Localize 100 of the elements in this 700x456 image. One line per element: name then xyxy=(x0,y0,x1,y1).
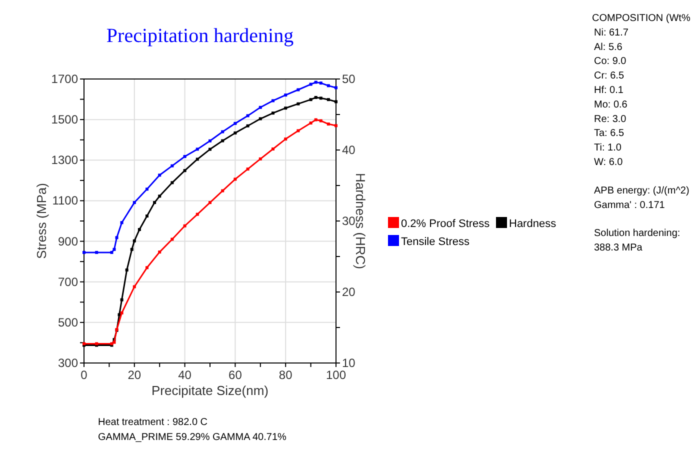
point xyxy=(208,139,212,142)
point xyxy=(196,158,199,161)
y-tick-label: 1300 xyxy=(51,153,78,168)
x-tick-label: 40 xyxy=(178,368,192,382)
text: Co: 9.0 xyxy=(594,56,627,68)
point xyxy=(314,118,318,122)
point xyxy=(183,224,186,228)
x-tick-label: 80 xyxy=(278,368,293,382)
point xyxy=(258,106,262,109)
legend-label: Hardness xyxy=(509,218,557,230)
text: COMPOSITION (Wt% xyxy=(592,13,690,24)
line-series xyxy=(82,80,338,254)
point xyxy=(183,154,186,158)
point xyxy=(326,84,330,88)
legend-label: Tensile Stress xyxy=(401,236,470,248)
point xyxy=(138,228,141,232)
legend-label: 0.2% Proof Stress xyxy=(401,218,490,230)
point xyxy=(132,239,136,242)
y2-tick-label: 10 xyxy=(342,356,356,370)
point xyxy=(319,119,322,122)
point xyxy=(319,96,322,100)
text: Gamma' : 0.171 xyxy=(594,200,666,211)
y2-tick-label: 50 xyxy=(342,72,356,86)
point xyxy=(110,250,114,254)
point xyxy=(272,147,274,150)
point xyxy=(284,94,288,97)
point xyxy=(170,181,174,184)
text: Heat treatment : 982.0 C xyxy=(98,417,208,428)
point xyxy=(221,130,224,134)
text: W: 6.0 xyxy=(594,157,624,168)
text: 388.3 MPa xyxy=(594,242,643,254)
point xyxy=(120,311,124,314)
point xyxy=(334,124,338,128)
point xyxy=(183,169,186,172)
point xyxy=(146,214,148,218)
y-tick-label: 300 xyxy=(58,356,78,370)
point xyxy=(170,164,174,168)
point xyxy=(319,82,322,85)
point xyxy=(246,168,250,171)
text: GAMMA_PRIME 59.29% GAMMA 40.71% xyxy=(98,432,287,443)
point xyxy=(170,238,174,241)
point xyxy=(309,98,312,102)
point xyxy=(326,122,330,126)
point xyxy=(326,98,330,102)
text: Ta: 6.5 xyxy=(594,128,624,140)
point xyxy=(196,212,199,216)
point xyxy=(115,236,118,240)
point xyxy=(284,106,288,110)
point xyxy=(95,250,98,254)
x-tick-label: 100 xyxy=(326,368,346,382)
point xyxy=(234,131,237,134)
point xyxy=(132,201,136,204)
point xyxy=(130,248,134,251)
text: Cr: 6.5 xyxy=(594,70,624,82)
point xyxy=(296,129,300,132)
point xyxy=(125,268,128,272)
x-tick-label: 0 xyxy=(80,368,88,382)
point xyxy=(258,157,262,160)
point xyxy=(196,148,199,151)
text: Solution hardening: xyxy=(594,228,680,240)
point xyxy=(246,114,250,118)
point xyxy=(158,194,162,198)
text: APB energy: (J/(m^2) xyxy=(594,185,690,196)
point xyxy=(120,221,124,224)
point xyxy=(208,148,212,151)
text: Al: 5.6 xyxy=(594,42,623,53)
y2-tick-label: 30 xyxy=(342,214,356,228)
text: Ni: 61.7 xyxy=(594,27,629,38)
point xyxy=(314,80,318,84)
y-tick-label: 1500 xyxy=(51,112,78,127)
point xyxy=(208,201,212,204)
point xyxy=(334,100,338,104)
point xyxy=(146,266,148,270)
point xyxy=(314,96,318,99)
point xyxy=(272,99,274,102)
text: Hf: 0.1 xyxy=(594,85,624,96)
point xyxy=(272,112,274,115)
point xyxy=(234,178,237,181)
y-tick-label: 500 xyxy=(58,315,78,330)
point xyxy=(153,201,156,204)
point xyxy=(246,124,250,128)
chart-title: Precipitation hardening xyxy=(106,25,294,47)
y-axis-title: Stress (MPa) xyxy=(34,183,49,259)
point xyxy=(284,138,288,141)
point xyxy=(132,285,136,288)
x-axis-title: Precipitate Size(nm) xyxy=(151,383,269,398)
x-tick-label: 20 xyxy=(128,368,142,382)
point xyxy=(82,250,86,254)
y-tick-label: 700 xyxy=(58,274,78,289)
text: Ti: 1.0 xyxy=(594,142,622,154)
text: Re: 3.0 xyxy=(594,114,627,125)
point xyxy=(158,250,162,254)
y-tick-label: 900 xyxy=(58,234,78,248)
point xyxy=(234,122,237,125)
point xyxy=(296,88,300,92)
point xyxy=(296,102,300,106)
point xyxy=(221,139,224,142)
point xyxy=(221,189,224,192)
y-tick-label: 1100 xyxy=(52,194,78,208)
point xyxy=(112,248,116,251)
